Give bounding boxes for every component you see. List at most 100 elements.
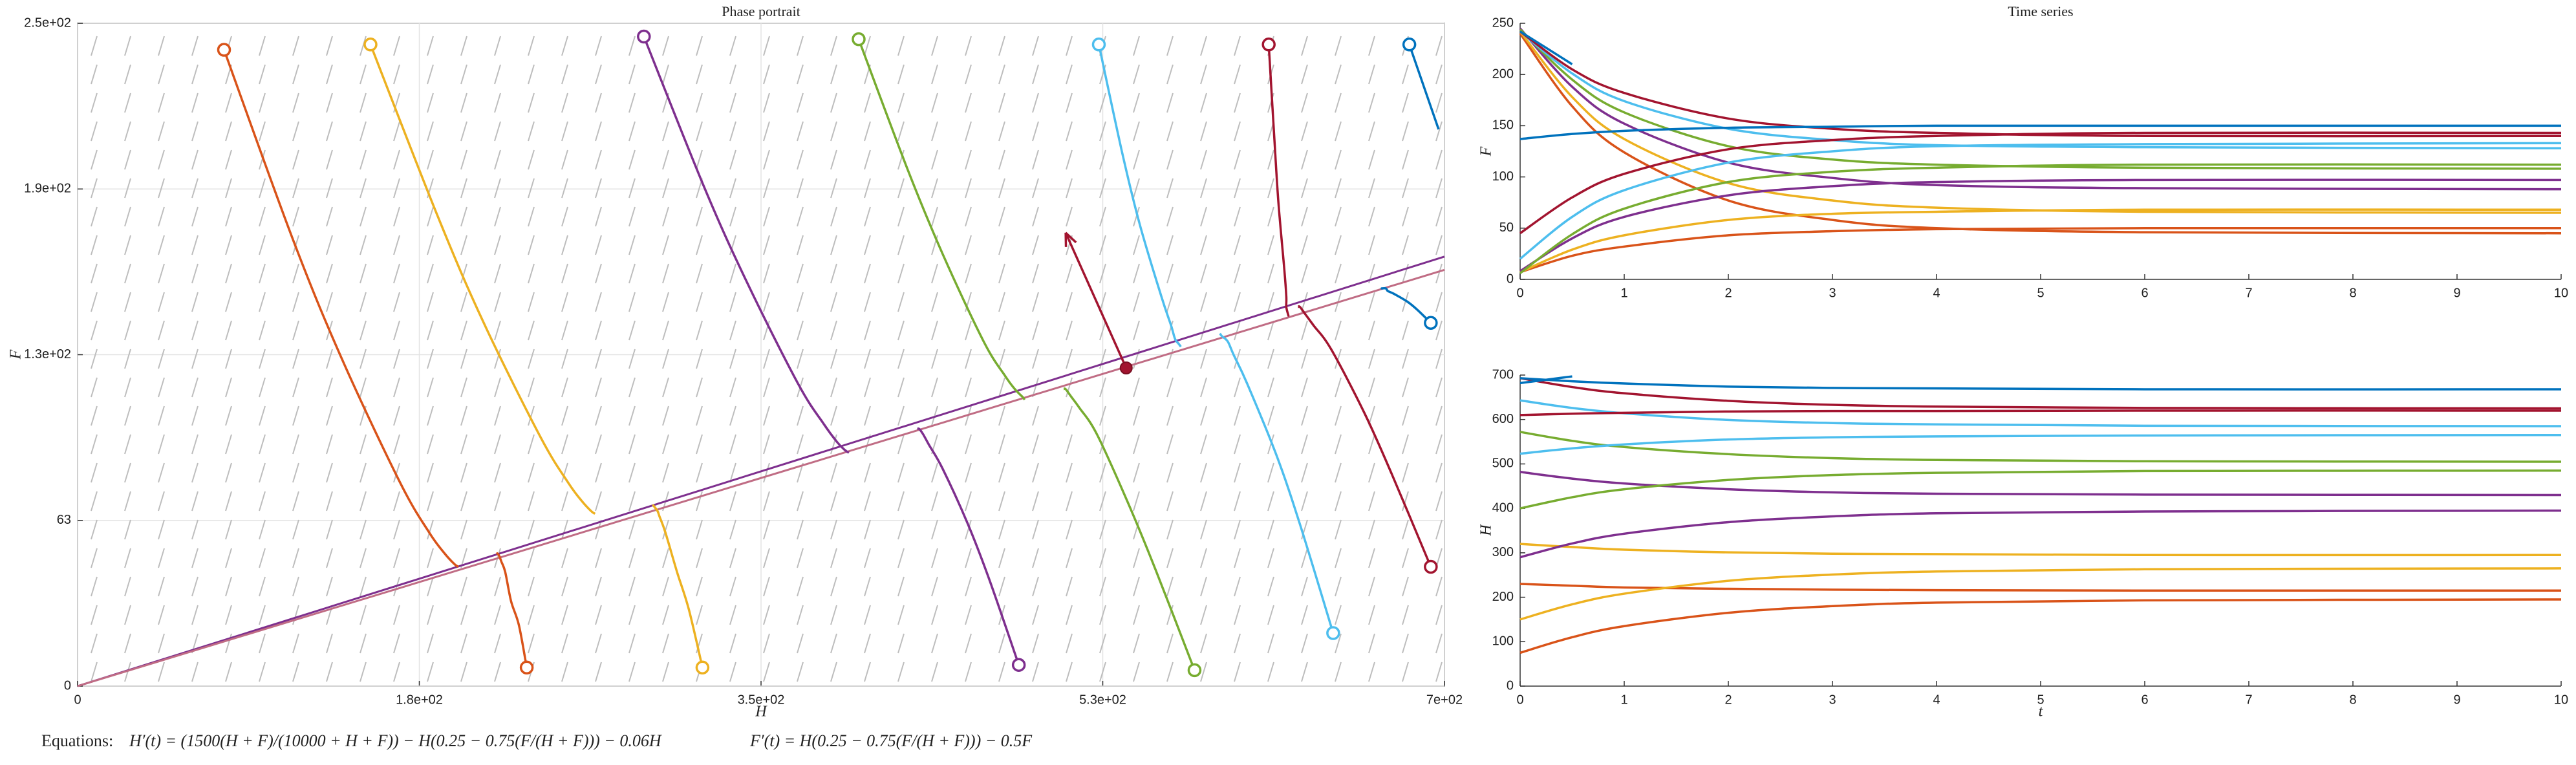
initial-point [1424, 559, 1438, 574]
field-segment [460, 235, 467, 255]
field-segment [1368, 121, 1375, 142]
field-segment [360, 235, 367, 255]
field-segment [897, 206, 905, 227]
field-segment [830, 36, 837, 56]
field-segment [696, 491, 703, 512]
field-segment [1200, 121, 1207, 142]
initial-point [363, 38, 378, 52]
initial-point [1011, 658, 1026, 672]
field-segment [158, 519, 165, 540]
field-segment [427, 92, 434, 113]
field-segment [158, 349, 165, 369]
field-segment [91, 462, 98, 483]
trajectory [1267, 44, 1290, 317]
field-segment [292, 548, 299, 568]
field-segment [1435, 36, 1443, 56]
field-segment [797, 662, 804, 682]
field-segment [360, 605, 367, 625]
field-segment [1133, 149, 1140, 170]
field-segment [830, 576, 837, 597]
field-segment [191, 36, 199, 56]
field-segment [998, 263, 1005, 284]
y-axis-label: H [1478, 524, 1495, 537]
field-segment [427, 462, 434, 483]
field-segment [326, 92, 333, 113]
field-segment [1099, 605, 1106, 625]
field-segment [1200, 405, 1207, 426]
field-segment [460, 178, 467, 199]
field-segment [1368, 462, 1375, 483]
field-segment [1166, 462, 1174, 483]
field-segment [696, 434, 703, 455]
x-tick-label: 1 [1620, 693, 1627, 707]
field-segment [595, 36, 602, 56]
field-segment [124, 149, 131, 170]
field-segment [1066, 434, 1073, 455]
field-segment [1234, 576, 1241, 597]
field-segment [225, 121, 232, 142]
field-segment [91, 662, 98, 682]
field-segment [931, 491, 938, 512]
field-segment [1032, 36, 1039, 56]
field-segment [393, 263, 400, 284]
field-segment [1099, 235, 1106, 255]
field-segment [91, 548, 98, 568]
field-segment [561, 263, 568, 284]
field-segment [1335, 92, 1342, 113]
field-segment [427, 519, 434, 540]
field-segment [427, 605, 434, 625]
field-segment [1200, 64, 1207, 85]
field-segment [897, 36, 905, 56]
field-segment [427, 576, 434, 597]
field-segment [1032, 206, 1039, 227]
field-segment [561, 121, 568, 142]
field-segment [326, 633, 333, 654]
field-segment [561, 349, 568, 369]
field-segment [998, 36, 1005, 56]
field-segment [1099, 462, 1106, 483]
field-segment [830, 633, 837, 654]
field-segment [292, 206, 299, 227]
field-segment [393, 377, 400, 398]
field-segment [460, 349, 467, 369]
field-segment [864, 206, 871, 227]
field-segment [1200, 548, 1207, 568]
field-segment [965, 462, 972, 483]
x-tick-label: 8 [2349, 286, 2356, 300]
field-segment [360, 576, 367, 597]
field-segment [662, 462, 669, 483]
field-segment [427, 377, 434, 398]
field-segment [1200, 491, 1207, 512]
field-segment [931, 576, 938, 597]
field-segment [460, 64, 467, 85]
field-segment [1166, 206, 1174, 227]
field-segment [191, 462, 199, 483]
field-segment [864, 633, 871, 654]
field-segment [1099, 491, 1106, 512]
field-segment [1267, 349, 1274, 369]
field-segment [124, 320, 131, 341]
x-tick-label: 2 [1724, 693, 1732, 707]
field-segment [1435, 519, 1443, 540]
field-segment [528, 633, 535, 654]
field-segment [393, 662, 400, 682]
field-segment [1234, 434, 1241, 455]
field-segment [763, 377, 770, 398]
field-segment [1133, 235, 1140, 255]
field-segment [763, 178, 770, 199]
field-segment [124, 206, 131, 227]
field-segment [1099, 121, 1106, 142]
field-segment [191, 92, 199, 113]
field-segment [1435, 434, 1443, 455]
field-segment [393, 349, 400, 369]
y-tick-label: 2.5e+02 [24, 16, 71, 30]
field-segment [696, 548, 703, 568]
field-segment [494, 605, 501, 625]
field-segment [595, 149, 602, 170]
field-segment [897, 320, 905, 341]
field-segment [1368, 633, 1375, 654]
trajectory [857, 38, 1026, 401]
field-segment [494, 519, 501, 540]
field-segment [1368, 377, 1375, 398]
field-segment [797, 92, 804, 113]
